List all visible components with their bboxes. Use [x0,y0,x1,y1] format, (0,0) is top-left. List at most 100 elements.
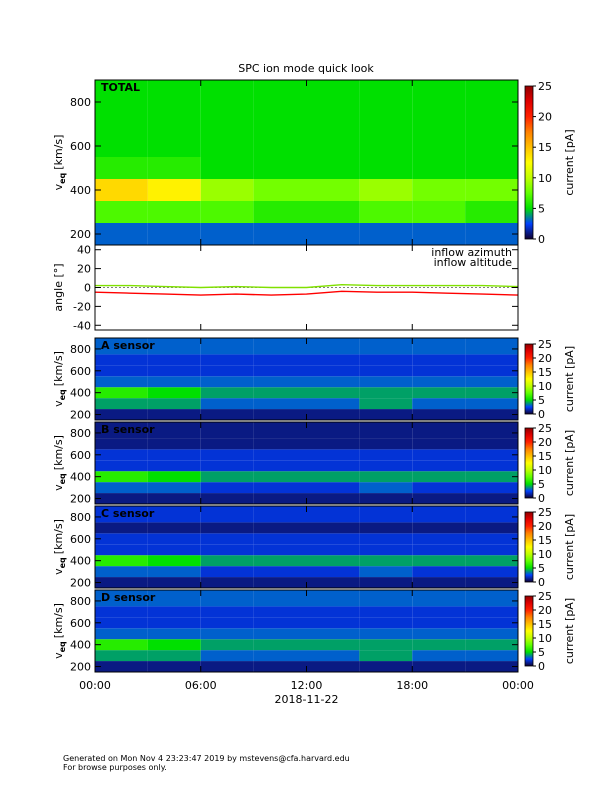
heat-cell [95,661,148,672]
heat-cell [412,460,466,472]
heat-cell [359,422,413,439]
heat-cell [412,398,466,410]
series-line [95,283,519,289]
heat-cell [147,577,201,588]
y-tick-label: 400 [70,471,91,484]
heat-cell [200,157,254,179]
heat-cell [253,135,307,157]
heat-cell [465,544,518,556]
colorbar-tick-label: 5 [538,202,545,215]
heat-cell [359,555,413,567]
heat-cell [147,650,201,662]
y-label-unit: [km/s] [52,351,65,386]
colorbar-tick-label: 15 [538,366,552,379]
heat-cell [147,80,201,113]
heat-cell [306,590,360,607]
heat-cell [359,398,413,410]
heat-cell [306,365,360,377]
heat-cell [147,438,201,450]
colorbar-tick-label: 25 [538,80,552,93]
colorbar-tick-label: 10 [538,380,552,393]
heat-cell [200,449,254,461]
heat-cell [465,422,518,439]
heat-cell [359,471,413,483]
colorbar-tick-label: 5 [538,478,545,491]
heat-cell [359,482,413,494]
y-axis-label: veq [km/s] [52,519,67,575]
colorbar-tick-label: 0 [538,233,545,246]
heat-cell [465,338,518,355]
colorbar-tick-label: 20 [538,520,552,533]
heat-cell [412,566,466,578]
heat-cell [412,533,466,545]
heat-cell [95,387,148,399]
heat-cell [147,398,201,410]
heat-cell [147,422,201,439]
heat-cell [465,449,518,461]
heat-cell [147,135,201,157]
x-tick-label: 12:00 [291,679,323,692]
heat-cell [95,533,148,545]
heat-cell [253,365,307,377]
heat-cell [95,80,148,113]
heat-cell [465,365,518,377]
y-label-sub: eq [58,473,67,484]
heat-cell [412,179,466,201]
colorbar [524,343,534,415]
heat-cell [200,617,254,629]
heat-cell [465,482,518,494]
y-label-sub: eq [58,172,67,183]
panel-label: C sensor [101,507,155,520]
y-tick-label: 600 [70,617,91,630]
heat-cell [147,157,201,179]
heat-cell [200,338,254,355]
heat-cell [465,506,518,523]
heat-cell [465,179,518,201]
heat-cell [359,577,413,588]
heat-cell [412,617,466,629]
heat-cell [306,493,360,504]
heat-cell [412,522,466,534]
y-axis-label: veq [km/s] [52,603,67,659]
heat-cell [147,460,201,472]
heat-cell [306,398,360,410]
heat-cell [95,471,148,483]
colorbar-tick-label: 10 [538,632,552,645]
colorbar-label: current [pA] [563,514,576,580]
heat-cell [253,522,307,534]
colorbar-tick-label: 0 [538,492,545,505]
heat-cell [95,223,148,245]
heat-cell [95,449,148,461]
heat-cell [359,157,413,179]
heat-cell [306,506,360,523]
y-label-main: v [52,484,65,491]
heat-cell [253,201,307,223]
heat-cell [306,338,360,355]
colorbar-label: current [pA] [563,346,576,412]
heat-cell [253,113,307,135]
heat-cell [200,179,254,201]
heat-cell [412,365,466,377]
heat-cell [147,628,201,640]
heat-cell [306,409,360,420]
y-axis-label: veq [km/s] [52,435,67,491]
heat-cell [200,422,254,439]
heat-cell [465,566,518,578]
heat-cell [200,506,254,523]
heat-cell [306,533,360,545]
heat-cell [253,398,307,410]
colorbar-tick-label: 5 [538,562,545,575]
heat-cell [200,590,254,607]
y-tick-label: 800 [70,96,91,109]
y-tick-label: 40 [77,244,91,257]
heat-cell [253,471,307,483]
y-tick-label: 600 [70,365,91,378]
heat-cell [306,201,360,223]
heat-cell [412,544,466,556]
heat-cell [306,422,360,439]
heat-cell [200,365,254,377]
heat-cell [412,438,466,450]
heat-cell [95,628,148,640]
heat-cell [200,471,254,483]
